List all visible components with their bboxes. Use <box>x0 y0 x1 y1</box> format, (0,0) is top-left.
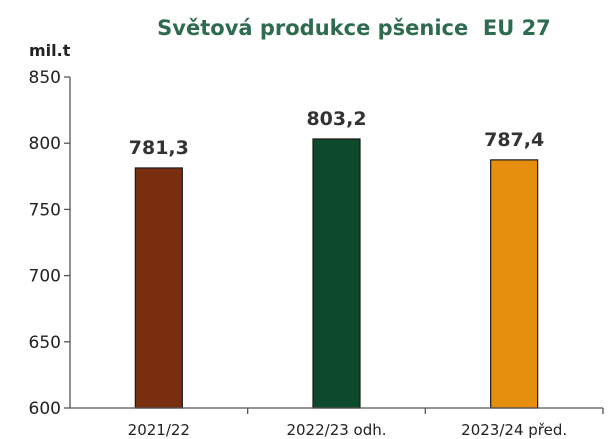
x-tick-label: 2021/22 <box>128 421 190 439</box>
y-tick-label: 700 <box>29 267 61 287</box>
y-tick-label: 600 <box>29 399 61 419</box>
y-tick-label: 850 <box>29 68 61 88</box>
y-tick-label: 750 <box>29 200 61 220</box>
bar <box>134 167 183 409</box>
chart-title: Světová produkce pšenice EU 27 <box>157 16 551 40</box>
x-tick-label: 2023/24 před. <box>461 421 567 439</box>
bars <box>134 138 539 409</box>
y-tick-label: 800 <box>29 134 61 154</box>
bar <box>312 138 361 409</box>
bar <box>490 159 539 409</box>
data-label: 787,4 <box>484 129 544 151</box>
data-label: 803,2 <box>306 108 366 130</box>
x-axis-ticks: 2021/22 2022/23 odh. 2023/24 před. <box>128 408 604 439</box>
data-labels: 781,3 803,2 787,4 <box>129 108 544 159</box>
y-tick-label: 650 <box>29 333 61 353</box>
y-axis-unit-label: mil.t <box>29 41 71 60</box>
data-label: 781,3 <box>129 137 189 159</box>
y-axis-ticks: 600 650 700 750 800 850 <box>29 68 70 419</box>
x-tick-label: 2022/23 odh. <box>286 421 386 439</box>
